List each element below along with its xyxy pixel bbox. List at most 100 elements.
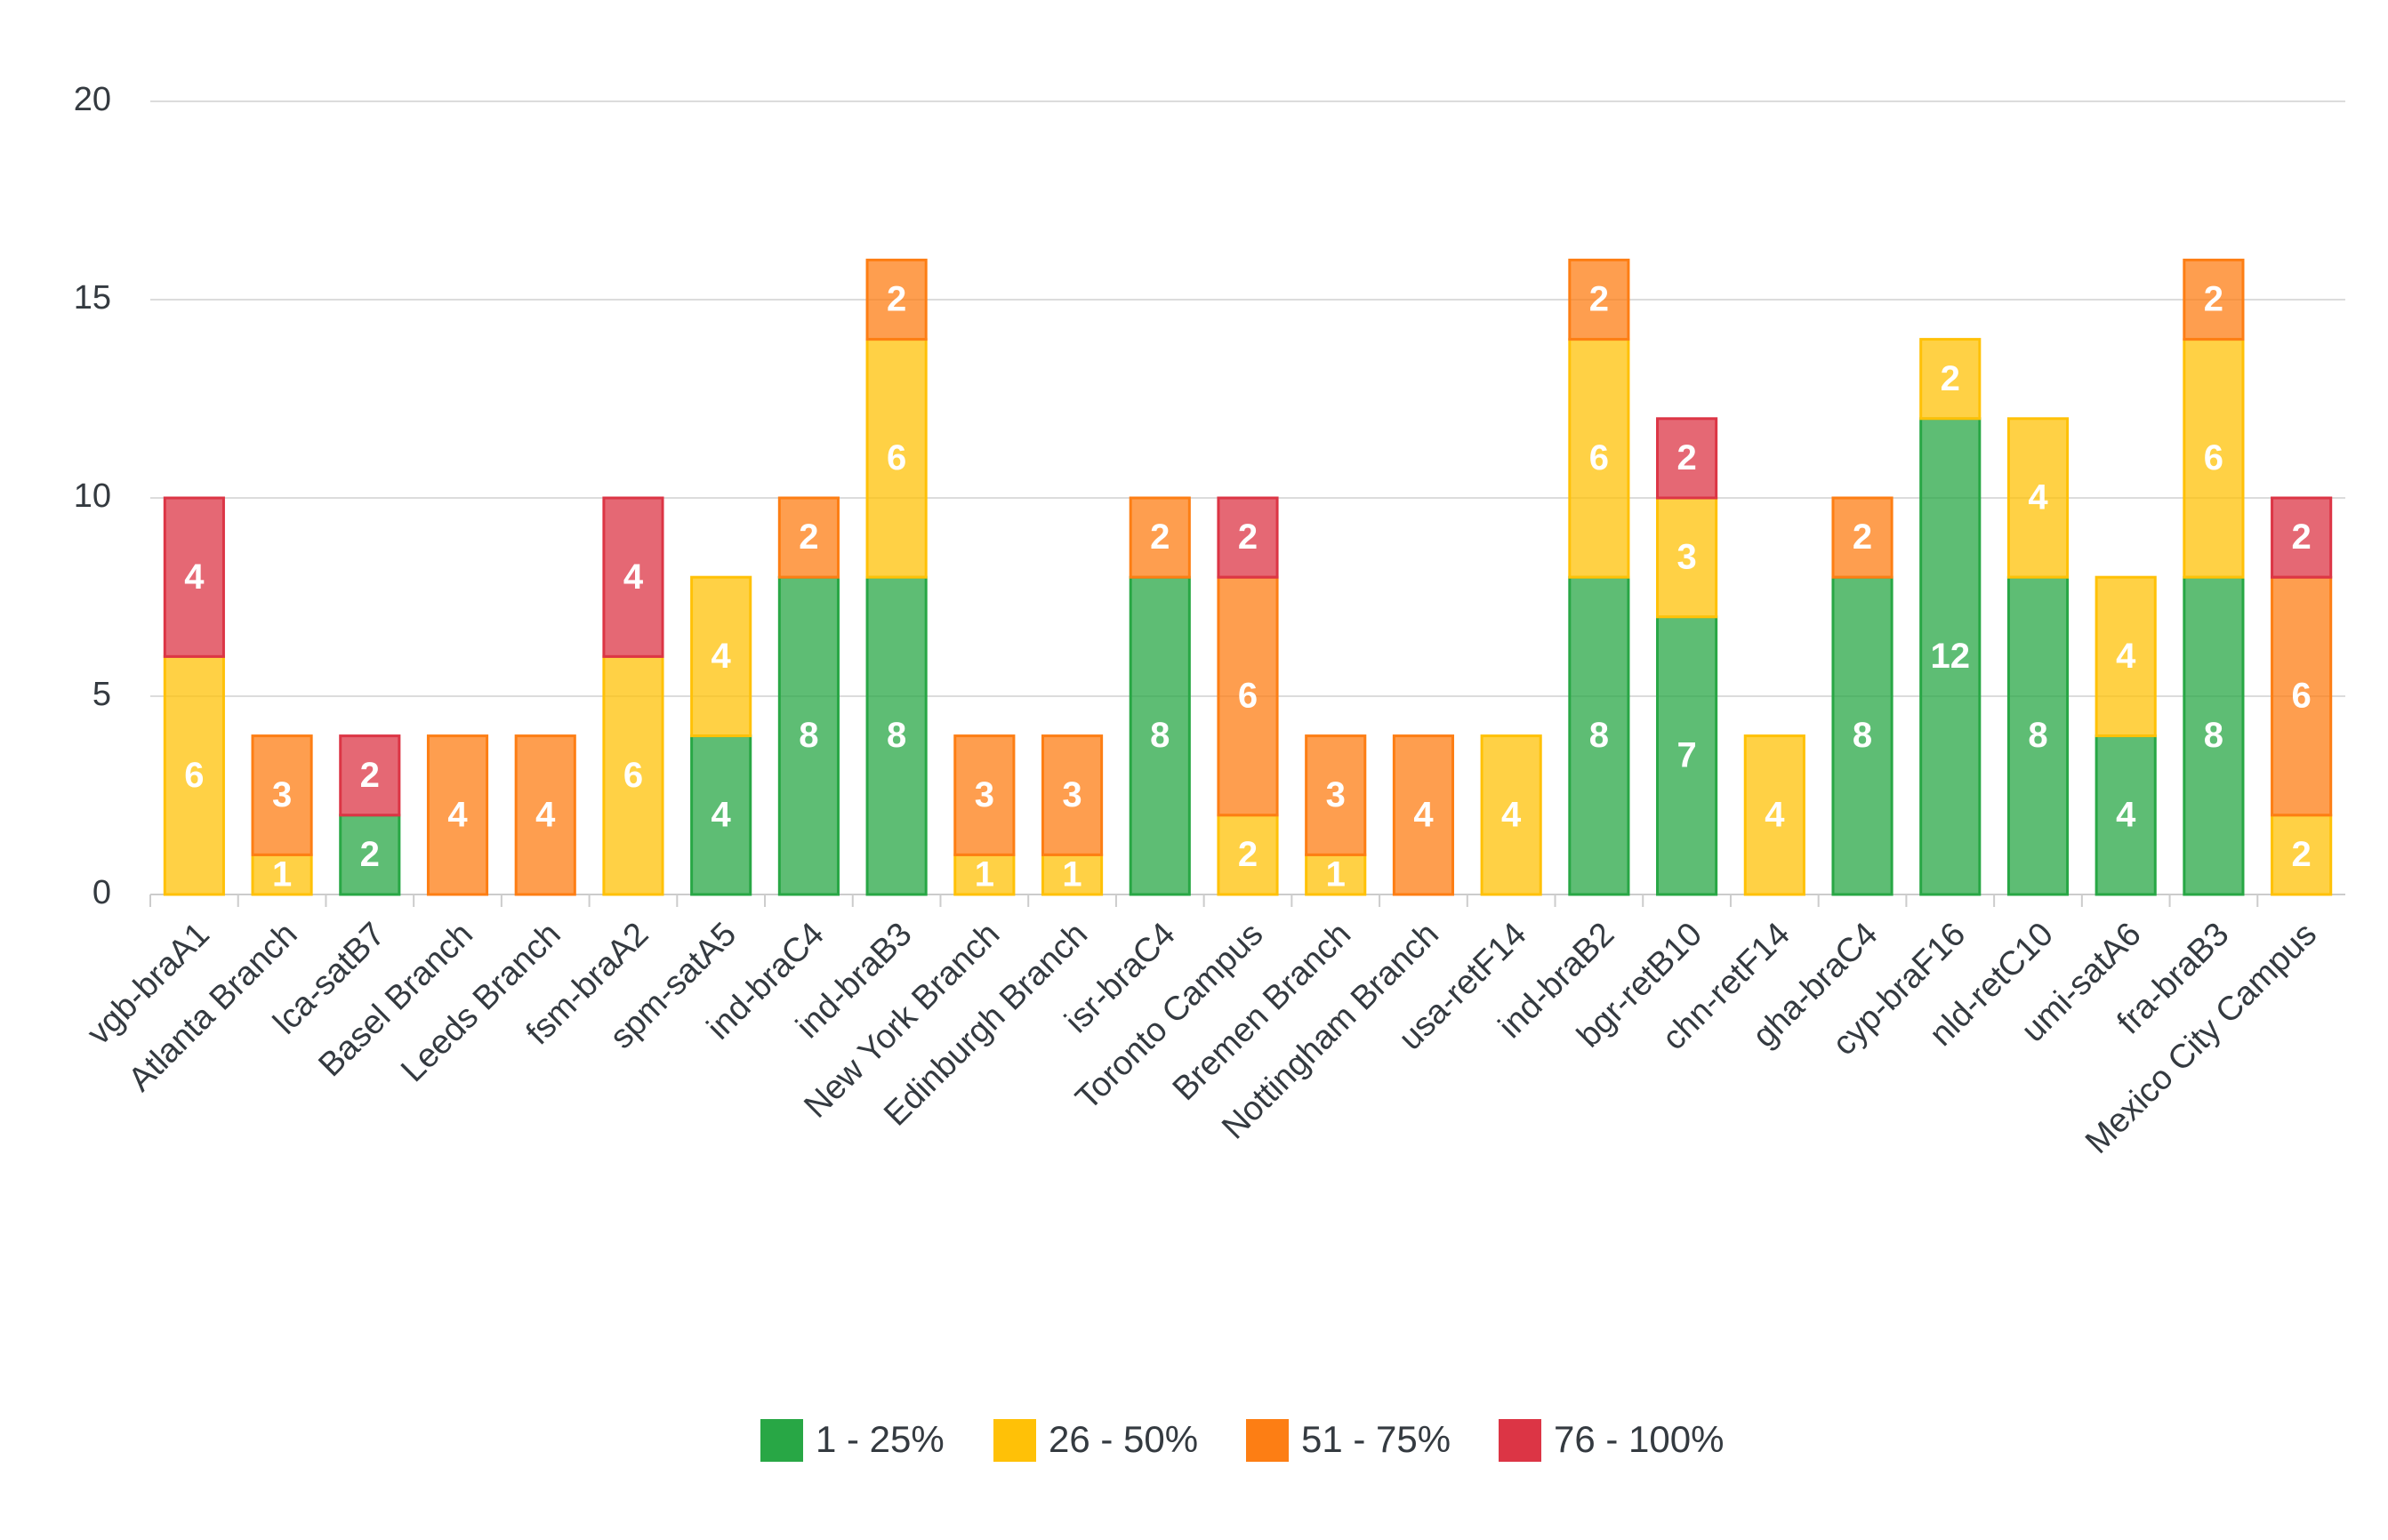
bar-segment [1480,734,1542,896]
value-label: 4 [1413,795,1434,834]
bar-segment [953,853,1016,896]
value-label: 6 [1589,438,1609,477]
bar-segment [690,734,752,896]
bar-segment [514,734,576,896]
bar-segment [2183,338,2245,579]
y-tick-label: 20 [74,81,111,118]
bar-segment [163,496,225,658]
bar-segment [1041,853,1104,896]
bar-segment [1217,496,1279,579]
value-label: 2 [799,517,818,557]
value-label: 4 [2116,795,2136,834]
bar-segment [1041,734,1104,856]
bar-segment [1217,575,1279,817]
y-tick-label: 0 [92,874,111,911]
value-label: 2 [2204,280,2223,319]
bar-segment [2271,814,2333,896]
bar-segment [339,734,401,817]
bar-segment [1656,496,1718,619]
bar-segment [2271,496,2333,579]
legend-label: 26 - 50% [1049,1418,1198,1460]
bar-segment [865,338,928,579]
value-label: 8 [799,716,818,755]
value-label: 3 [1676,537,1696,576]
value-label: 6 [887,438,906,477]
x-tick-label: Basel Branch [311,916,480,1085]
bar-segment [1656,615,1718,896]
legend-swatch [1246,1419,1289,1462]
value-label: 7 [1676,735,1696,774]
value-label: 6 [1238,677,1258,716]
value-label: 6 [2292,677,2312,716]
bar-segment [2095,734,2157,896]
value-label: 8 [1589,716,1609,755]
legend-label: 1 - 25% [816,1418,945,1460]
value-label: 3 [975,775,994,814]
value-label: 6 [623,756,643,795]
bar-segment [251,853,313,896]
bar-segment [865,258,928,341]
bar-segment [426,734,489,896]
bar-segment [2271,575,2333,817]
legend-label: 51 - 75% [1301,1418,1451,1460]
bar-segment [1392,734,1455,896]
bar-segment [2183,258,2245,341]
value-label: 2 [2292,835,2312,874]
bar-segment [1305,734,1367,856]
value-label: 1 [272,854,292,894]
value-label: 1 [975,854,994,894]
value-label: 4 [535,795,556,834]
value-label: 3 [1326,775,1346,814]
bar-segment [339,814,401,896]
value-label: 2 [1150,517,1170,557]
value-label: 3 [272,775,292,814]
value-label: 4 [1501,795,1522,834]
bar-segment [1129,575,1191,896]
value-label: 2 [1238,835,1258,874]
value-label: 2 [1941,359,1960,398]
bar-segment [2183,575,2245,896]
value-label: 2 [2292,517,2312,557]
bar-segment [777,496,840,579]
bar-segment [1656,417,1718,500]
value-label: 8 [887,716,906,755]
bar-segment [2006,575,2070,896]
bar-segment [1831,575,1894,896]
legend-swatch [993,1419,1036,1462]
bar-segment [602,496,664,658]
bar-segment [1831,496,1894,579]
value-label: 1 [1062,854,1081,894]
value-label: 3 [1062,775,1081,814]
value-label: 4 [2116,637,2136,676]
value-label: 2 [1238,517,1258,557]
bar-segment [953,734,1016,856]
value-label: 2 [1589,280,1609,319]
value-label: 4 [712,795,732,834]
bar-segment [1568,258,1630,341]
bar-segment [865,575,928,896]
value-label: 4 [184,557,205,597]
value-label: 12 [1931,637,1971,676]
value-label: 2 [360,756,380,795]
value-label: 4 [1765,795,1785,834]
bar-segment [2006,417,2070,579]
value-label: 6 [184,756,204,795]
value-label: 2 [360,835,380,874]
y-tick-label: 10 [74,477,111,515]
value-label: 4 [623,557,644,597]
y-tick-label: 15 [74,279,111,317]
bar-segment [1919,338,1982,421]
value-label: 8 [2204,716,2223,755]
bar-segment [2095,575,2157,738]
value-label: 4 [2028,478,2048,517]
bar-segment [1743,734,1805,896]
value-label: 2 [1853,517,1872,557]
y-tick-label: 5 [92,676,111,713]
value-label: 2 [1676,438,1696,477]
value-label: 4 [712,637,732,676]
value-label: 8 [2028,716,2047,755]
value-label: 6 [2204,438,2223,477]
legend-swatch [760,1419,803,1462]
bar-segment [251,734,313,856]
